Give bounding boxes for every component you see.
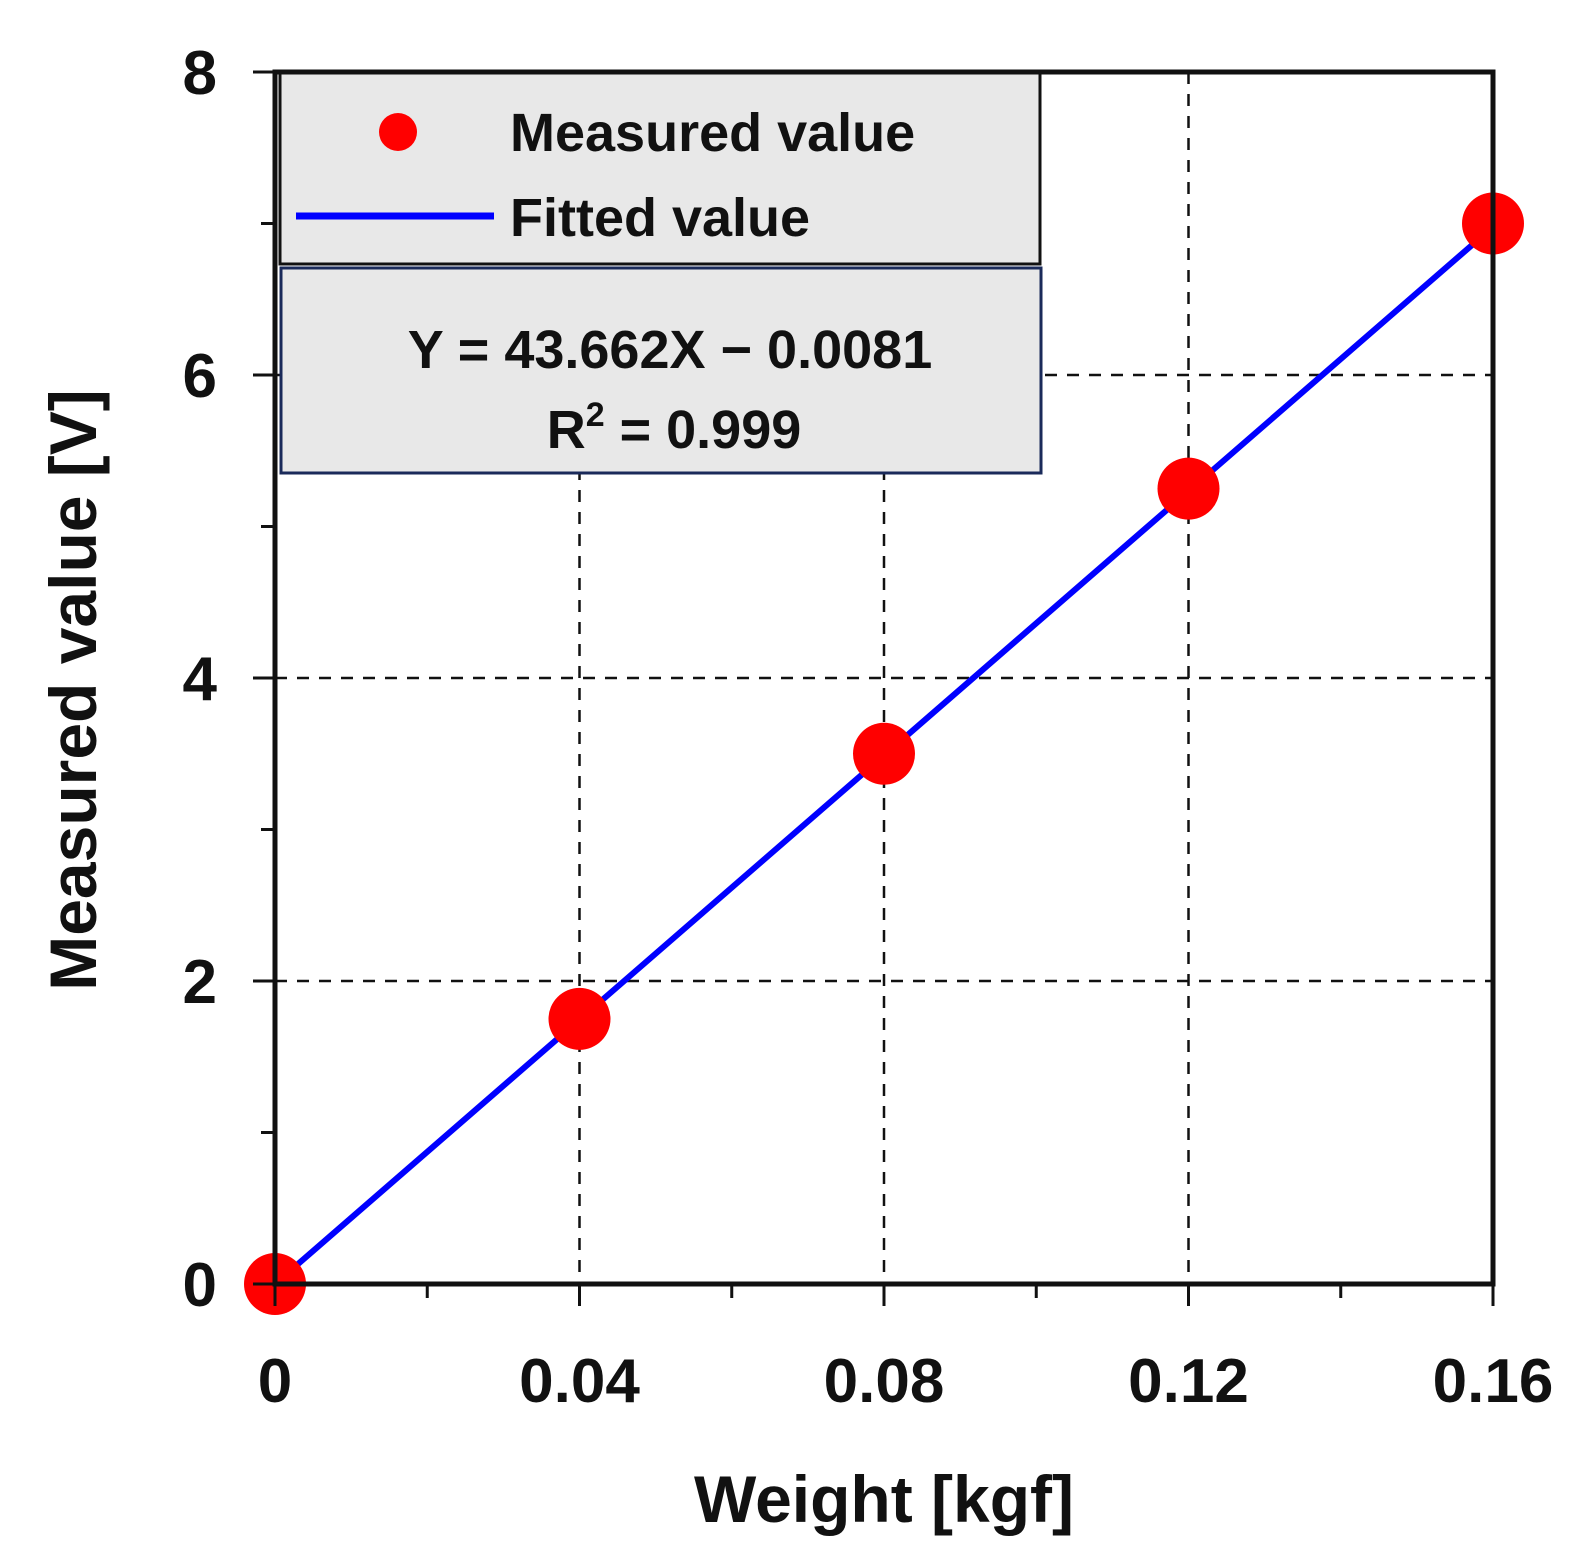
x-tick-label: 0.04	[519, 1347, 640, 1416]
r2-superscript: 2	[586, 396, 605, 434]
x-tick-label: 0	[258, 1347, 292, 1416]
y-tick-label: 2	[183, 948, 217, 1017]
legend-label-measured: Measured value	[510, 103, 915, 163]
y-tick-label: 8	[183, 39, 217, 108]
x-tick-label: 0.16	[1433, 1347, 1554, 1416]
measured-point	[1157, 457, 1220, 520]
y-tick-label: 4	[183, 645, 218, 714]
measured-point	[548, 987, 611, 1050]
annotation-box	[279, 266, 1043, 475]
legend: Measured value Fitted value	[278, 70, 1042, 266]
r2-prefix: R	[547, 400, 586, 460]
fit-annotation: Y = 43.662X − 0.0081 R2 = 0.999	[279, 266, 1043, 475]
axis-ticks: 0 0.04 0.08 0.12 0.16 0 2 4 6 8	[183, 39, 1554, 1416]
legend-label-fitted: Fitted value	[510, 188, 810, 248]
y-tick-label: 6	[183, 342, 217, 411]
r2-value: = 0.999	[605, 400, 802, 460]
y-tick-label: 0	[183, 1251, 217, 1320]
legend-box	[278, 70, 1042, 266]
legend-marker-measured	[379, 113, 417, 151]
measured-point	[853, 722, 915, 785]
x-tick-label: 0.08	[824, 1347, 945, 1416]
fit-equation: Y = 43.662X − 0.0081	[408, 320, 932, 380]
fit-r-squared: R2 = 0.999	[547, 396, 802, 460]
x-tick-label: 0.12	[1128, 1347, 1249, 1416]
y-axis-title: Measured value [V]	[36, 389, 110, 991]
x-axis-title: Weight [kgf]	[694, 1462, 1074, 1536]
